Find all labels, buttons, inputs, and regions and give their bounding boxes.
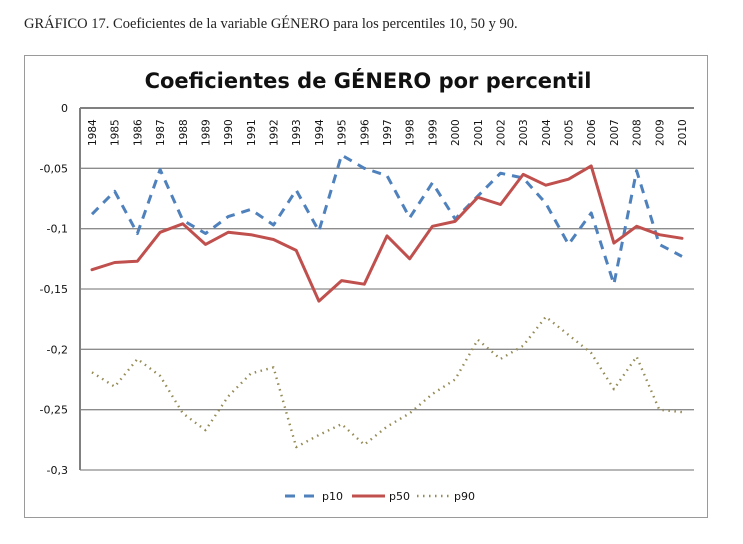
x-tick-label: 1991 [246,119,258,146]
x-tick-label: 2008 [632,119,644,146]
x-tick-label: 1987 [155,119,167,146]
y-axis-ticks: 0 -0,05 -0,1 -0,15 -0,2 -0,25 -0,3 [40,102,68,477]
x-tick-label: 1995 [337,119,349,146]
x-tick-label: 1994 [314,119,326,146]
legend-item-p50: p50 [352,490,410,503]
x-tick-label: 1986 [132,119,144,146]
y-tick-label: -0,25 [40,404,68,417]
x-tick-label: 2007 [609,119,621,146]
x-tick-label: 1985 [110,119,122,146]
series-lines [90,153,684,449]
y-tick-label: -0,05 [40,162,68,175]
series-p10-line [90,153,683,286]
y-tick-label: -0,2 [47,343,68,356]
x-tick-label: 2002 [495,119,507,146]
series-p50-line [90,164,684,303]
x-tick-label: 1996 [359,119,371,146]
y-tick-label: -0,3 [47,464,68,477]
legend-label-p10: p10 [322,490,343,503]
x-tick-label: 2001 [473,119,485,146]
x-axis-ticks: 1984 1985 1986 1987 1988 1989 1990 1991 1992 1993… [87,119,689,146]
x-tick-label: 1997 [382,119,394,146]
x-tick-label: 1992 [269,119,281,146]
x-tick-label: 1990 [223,119,235,146]
x-tick-label: 1988 [178,119,190,146]
figure-caption: GRÁFICO 17. Coeficientes de la variable … [24,16,518,32]
x-tick-label: 1998 [405,119,417,146]
x-tick-label: 1984 [87,119,99,146]
series-p90-line [91,315,683,449]
chart-frame [24,55,708,518]
legend: p10 p50 p90 [285,490,475,503]
x-tick-label: 2006 [586,119,598,146]
x-tick-label: 2000 [450,119,462,146]
chart-title: Coeficientes de GÉNERO por percentil [145,68,592,93]
gridlines [79,107,694,471]
x-tick-label: 1989 [200,119,212,146]
x-tick-label: 1999 [427,119,439,146]
x-tick-label: 2010 [677,119,689,146]
y-tick-label: 0 [61,102,68,115]
legend-item-p90: p90 [417,490,475,503]
x-tick-label: 1993 [291,119,303,146]
x-tick-label: 2005 [564,119,576,146]
legend-item-p10: p10 [285,490,343,503]
x-tick-label: 2003 [518,119,530,146]
legend-label-p50: p50 [389,490,410,503]
x-tick-label: 2004 [541,119,553,146]
y-tick-label: -0,1 [47,223,68,236]
legend-label-p90: p90 [454,490,475,503]
x-tick-label: 2009 [654,119,666,146]
y-tick-label: -0,15 [40,283,68,296]
